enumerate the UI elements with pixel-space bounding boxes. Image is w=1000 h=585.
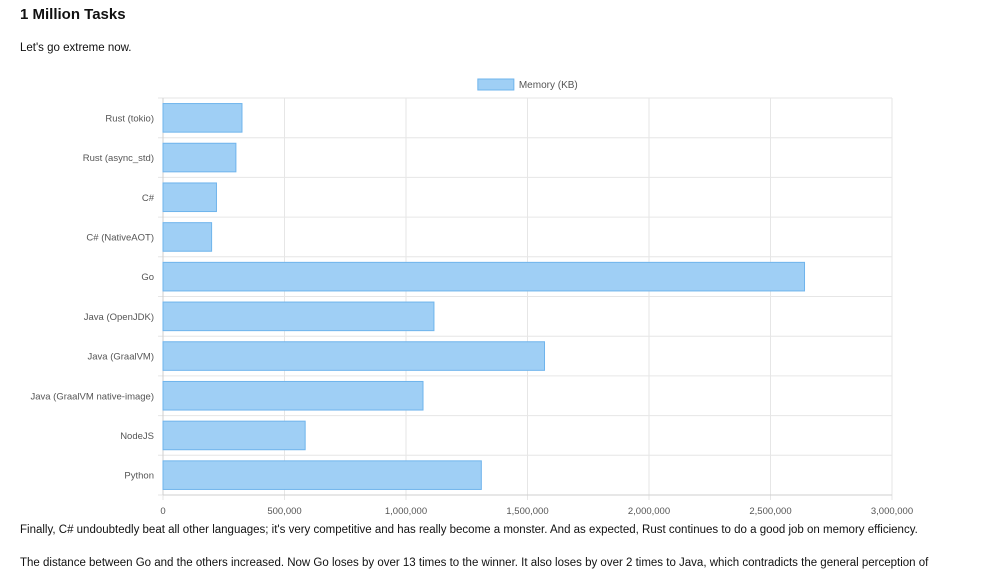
bar-java-openjdk [162, 301, 435, 332]
x-tick-label: 2,000,000 [628, 506, 670, 517]
x-tick-label: 1,000,000 [385, 506, 427, 517]
bar-java-graalvm-native-image [162, 380, 424, 411]
y-tick-label: Go [141, 272, 154, 283]
bar-java-graalvm [162, 341, 546, 371]
y-tick-label: NodeJS [120, 431, 154, 442]
y-tick-label: Java (OpenJDK) [84, 312, 154, 323]
bar-rust-async-std [162, 142, 237, 173]
bar-python [162, 460, 482, 490]
y-tick-label: Python [124, 471, 154, 482]
x-tick-label: 0 [160, 506, 165, 517]
bar-nodejs [162, 420, 306, 451]
y-tick-label: Rust (async_std) [83, 153, 154, 164]
bar-rust-tokio [162, 103, 243, 133]
y-tick-label: Rust (tokio) [105, 113, 154, 124]
bar-go [162, 261, 806, 292]
x-tick-label: 500,000 [267, 506, 301, 517]
y-tick-label: Java (GraalVM native-image) [30, 391, 154, 402]
paragraph-go-comparison: The distance between Go and the others i… [20, 557, 929, 569]
paragraph-memory-efficiency: Finally, C# undoubtedly beat all other l… [20, 524, 918, 536]
bar-c [162, 182, 217, 213]
section-title: 1 Million Tasks [20, 6, 126, 23]
x-tick-label: 1,500,000 [506, 506, 548, 517]
y-tick-label: C# [142, 193, 155, 204]
x-tick-label: 3,000,000 [871, 506, 913, 517]
legend-label: Memory (KB) [519, 80, 578, 91]
intro-text: Let's go extreme now. [20, 42, 132, 54]
x-tick-label: 2,500,000 [749, 506, 791, 517]
memory-bar-chart: Rust (tokio) Rust (async_std) C# C# (Native… [30, 78, 913, 517]
y-tick-label: Java (GraalVM) [87, 352, 154, 363]
bar-c-nativeaot [162, 222, 213, 252]
legend-swatch [477, 78, 515, 91]
y-tick-label: C# (NativeAOT) [86, 232, 154, 243]
